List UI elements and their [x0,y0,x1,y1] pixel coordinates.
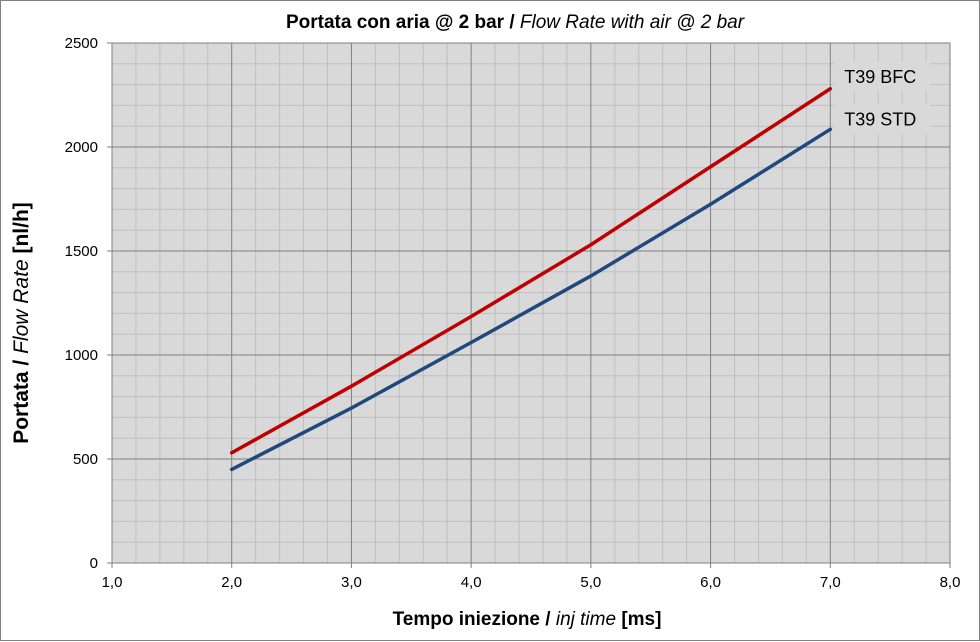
y-axis-label: Portata / Flow Rate [nl/h] [10,202,33,444]
series-lines [229,87,833,472]
y-tick-label: 1000 [65,347,98,364]
x-tick-label: 5,0 [580,574,601,591]
plot-area [112,43,950,563]
x-tick-label: 2,0 [221,574,242,591]
y-axis-ticks: 0 500 1000 1500 2000 2500 [65,35,112,572]
x-tick-label: 7,0 [820,574,841,591]
y-axis-label-unit: [nl/h] [10,202,33,253]
series-label-bg [834,61,931,92]
y-tick-label: 0 [90,555,98,572]
x-axis-label: Tempo iniezione / inj time [ms] [393,609,662,630]
x-tick-label: 8,0 [940,574,961,591]
x-axis-label-italic: inj time [556,609,616,630]
chart-title-main: Portata con aria @ 2 bar / [286,12,515,33]
x-axis-label-main: Tempo iniezione / [393,609,552,630]
y-tick-label: 500 [73,451,98,468]
series-label-bg [834,104,931,135]
x-tick-label: 1,0 [102,574,123,591]
x-axis-label-unit: [ms] [621,609,661,630]
series-label-t39-bfc: T39 BFC [844,67,916,87]
series-line-t39-std [229,127,833,472]
x-tick-label: 6,0 [700,574,721,591]
y-tick-label: 2500 [65,35,98,52]
chart-title-italic: Flow Rate with air @ 2 bar [520,12,745,33]
x-tick-label: 3,0 [341,574,362,591]
series-line-t39-bfc [229,87,833,455]
plot-border [111,42,951,564]
chart-title: Portata con aria @ 2 bar / Flow Rate wit… [286,12,745,33]
x-tick-label: 4,0 [461,574,482,591]
y-tick-label: 1500 [65,243,98,260]
series-labels: T39 BFC T39 STD [834,61,931,135]
x-axis-ticks: 1,0 2,0 3,0 4,0 5,0 6,0 7,0 8,0 [102,563,961,591]
y-axis-label-italic: Flow Rate [10,259,33,354]
series-label-t39-std: T39 STD [844,109,916,129]
y-tick-label: 2000 [65,139,98,156]
y-axis-label-main: Portata / [10,360,33,444]
